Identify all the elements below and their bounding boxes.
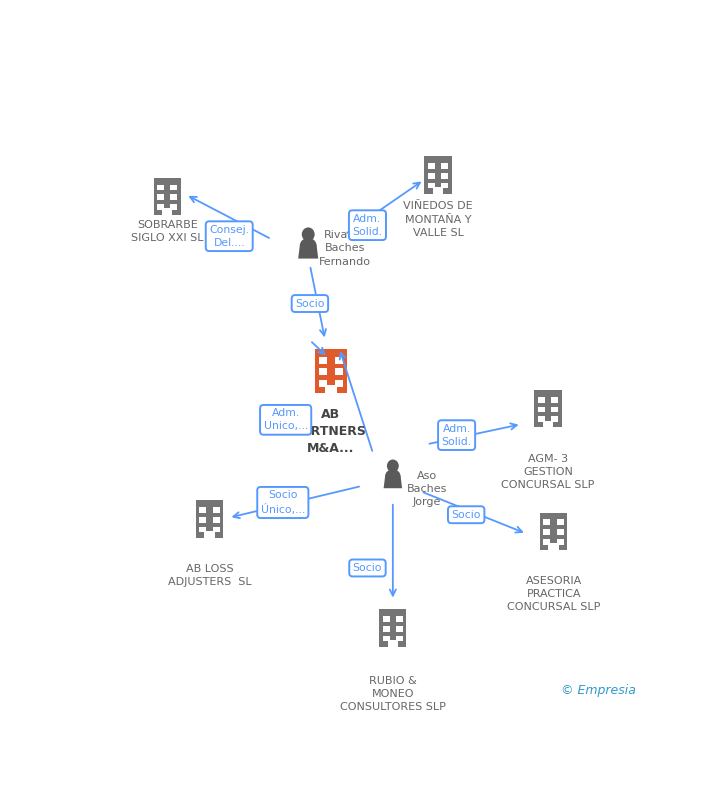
Bar	[170, 184, 178, 190]
Text: © Еmpresia: © Еmpresia	[561, 684, 636, 696]
Bar	[543, 529, 550, 535]
Bar	[396, 616, 403, 622]
Bar	[427, 163, 435, 169]
Bar	[538, 397, 545, 403]
Ellipse shape	[385, 469, 400, 483]
Text: Adm.
Solid.: Adm. Solid.	[352, 214, 382, 237]
Bar	[382, 626, 389, 631]
Bar	[325, 385, 337, 393]
Bar	[205, 531, 215, 537]
Ellipse shape	[300, 238, 317, 253]
Bar	[157, 184, 164, 190]
Bar	[319, 357, 327, 363]
Text: Consej.
Del....: Consej. Del....	[209, 225, 249, 247]
Text: Socio: Socio	[451, 510, 481, 520]
Bar	[157, 204, 164, 210]
Text: Adm.
Solid.: Adm. Solid.	[442, 424, 472, 447]
Bar	[335, 380, 343, 386]
Text: VIÑEDOS DE
MONTAÑA Y
VALLE SL: VIÑEDOS DE MONTAÑA Y VALLE SL	[403, 201, 472, 238]
Bar	[551, 397, 558, 403]
Bar	[157, 194, 164, 200]
Bar	[538, 417, 545, 422]
Polygon shape	[384, 476, 402, 488]
Bar	[170, 194, 178, 200]
Bar	[196, 500, 223, 537]
Bar	[543, 539, 550, 545]
Bar	[335, 368, 343, 375]
Bar	[199, 526, 206, 533]
Bar	[441, 163, 448, 169]
Bar	[319, 380, 327, 386]
Text: AGM- 3
GESTION
CONCURSAL SLP: AGM- 3 GESTION CONCURSAL SLP	[502, 453, 595, 490]
Bar	[543, 421, 553, 428]
Text: Socio
Único,...: Socio Único,...	[261, 491, 305, 514]
Bar	[335, 357, 343, 363]
Bar	[319, 368, 327, 375]
Bar	[538, 407, 545, 413]
Bar	[540, 513, 567, 550]
Bar	[427, 173, 435, 179]
Bar	[388, 640, 398, 646]
Text: ASESORIA
PRACTICA
CONCURSAL SLP: ASESORIA PRACTICA CONCURSAL SLP	[507, 576, 601, 612]
Bar	[199, 517, 206, 522]
Polygon shape	[298, 246, 318, 258]
Text: Rivares
Baches
Fernando: Rivares Baches Fernando	[319, 231, 371, 266]
Text: Socio: Socio	[352, 563, 382, 573]
Bar	[534, 390, 561, 428]
Bar	[382, 616, 389, 622]
Bar	[396, 626, 403, 631]
Circle shape	[302, 227, 314, 242]
Text: Socio: Socio	[295, 299, 325, 308]
Circle shape	[387, 460, 399, 472]
Bar	[314, 349, 347, 393]
Bar	[379, 609, 406, 646]
Bar	[162, 208, 173, 215]
Text: AB LOSS
ADJUSTERS  SL: AB LOSS ADJUSTERS SL	[167, 564, 251, 587]
Bar	[213, 507, 220, 513]
Bar	[557, 519, 564, 525]
Bar	[396, 635, 403, 642]
Text: AB
PARTNERS
M&A...: AB PARTNERS M&A...	[294, 408, 367, 455]
Text: RUBIO &
MONEO
CONSULTORES SLP: RUBIO & MONEO CONSULTORES SLP	[340, 676, 446, 712]
Bar	[170, 204, 178, 210]
Bar	[543, 519, 550, 525]
Bar	[213, 517, 220, 522]
Bar	[548, 543, 559, 550]
Bar	[557, 529, 564, 535]
Bar	[154, 178, 181, 215]
Text: Aso
Baches
Jorge: Aso Baches Jorge	[406, 471, 447, 507]
Bar	[551, 407, 558, 413]
Bar	[213, 526, 220, 533]
Text: Adm.
Unico,...: Adm. Unico,...	[264, 409, 308, 431]
Bar	[433, 187, 443, 194]
Bar	[551, 417, 558, 422]
Bar	[557, 539, 564, 545]
Bar	[382, 635, 389, 642]
Text: SOBRARBE
SIGLO XXI SL: SOBRARBE SIGLO XXI SL	[131, 219, 203, 242]
Bar	[441, 183, 448, 188]
Bar	[424, 157, 451, 194]
Bar	[199, 507, 206, 513]
Bar	[427, 183, 435, 188]
Bar	[441, 173, 448, 179]
